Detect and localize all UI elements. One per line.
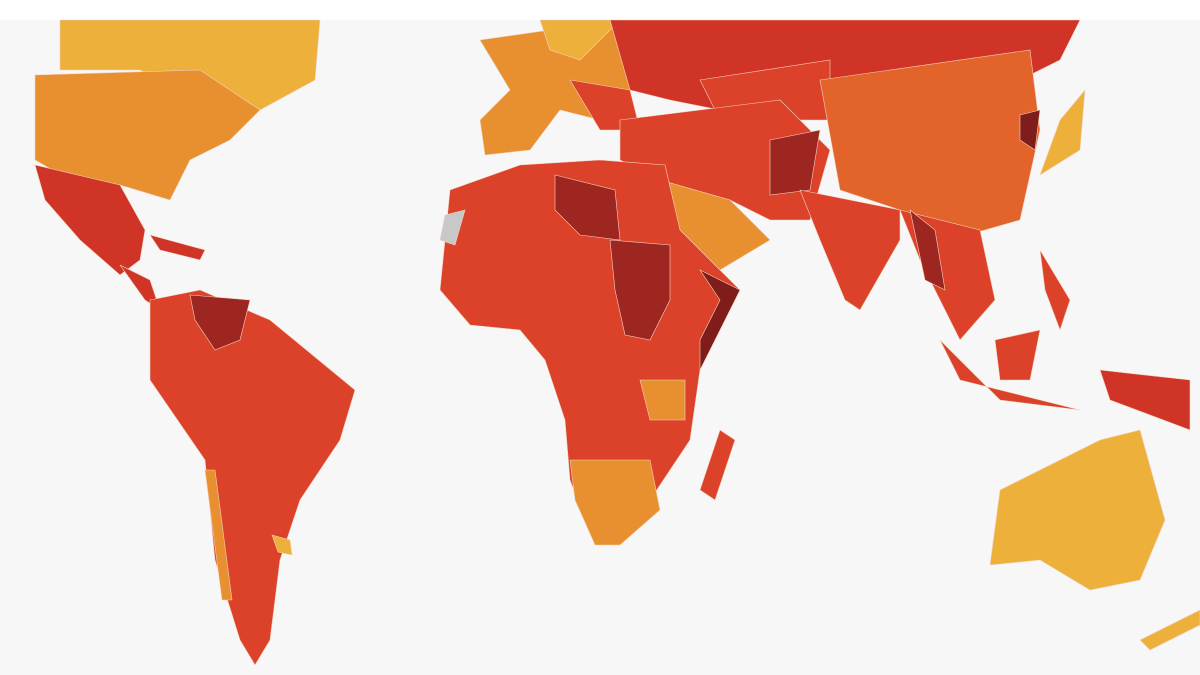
region	[989, 429, 1166, 591]
region	[1039, 89, 1086, 176]
region	[554, 174, 621, 241]
region	[909, 209, 946, 291]
region	[1099, 369, 1191, 431]
region	[609, 239, 671, 341]
region	[149, 289, 356, 666]
region	[569, 459, 661, 546]
region	[1139, 609, 1200, 651]
region	[639, 379, 686, 421]
region	[34, 164, 146, 276]
region	[204, 469, 233, 601]
region	[699, 429, 736, 501]
region	[1039, 249, 1071, 331]
region	[769, 129, 821, 196]
region	[994, 329, 1041, 381]
region	[699, 269, 741, 371]
region	[819, 49, 1041, 241]
region	[939, 339, 1081, 411]
region	[189, 294, 251, 351]
region	[539, 19, 621, 61]
region	[149, 234, 206, 261]
region	[271, 534, 293, 556]
region	[439, 209, 466, 246]
region	[1019, 109, 1041, 151]
